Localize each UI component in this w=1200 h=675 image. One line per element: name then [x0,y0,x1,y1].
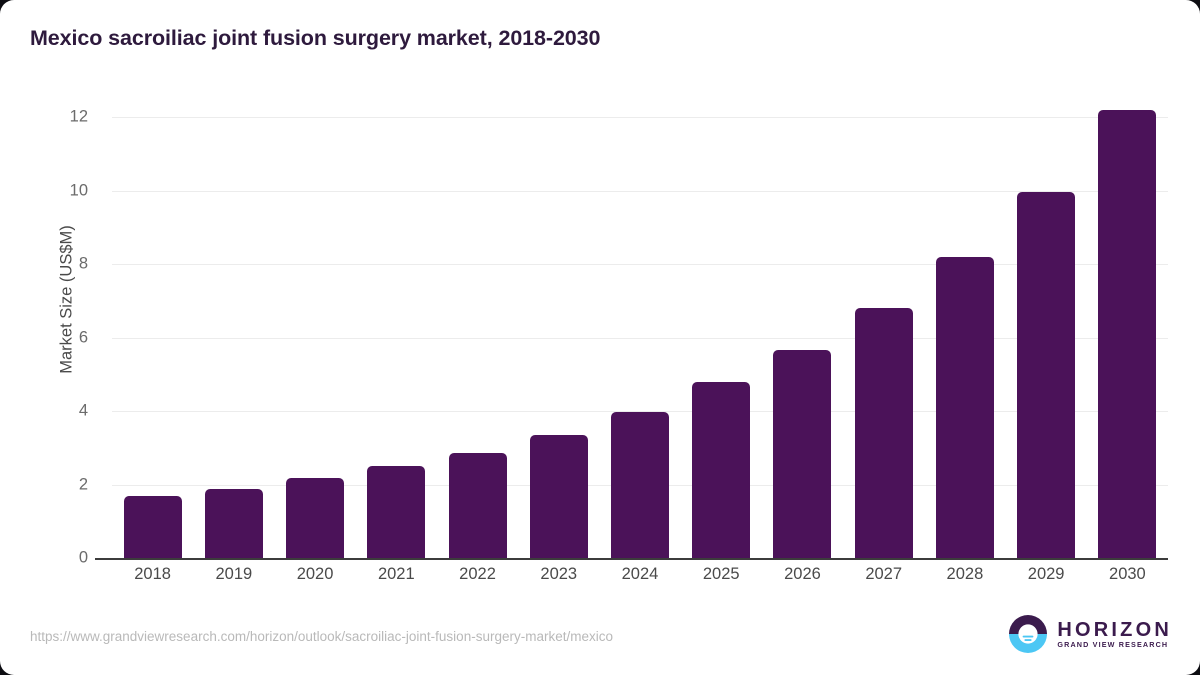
bar-group: 2025 [681,0,762,675]
bar[interactable] [529,434,588,558]
bar-group: 2018 [112,0,193,675]
y-axis-tick-label: 10 [69,181,88,199]
logo-tagline: GRAND VIEW RESEARCH [1057,639,1169,649]
bar-group: 2024 [599,0,680,675]
x-axis-tick-label: 2029 [1027,565,1065,583]
bar[interactable] [854,308,913,558]
x-axis-line [95,558,1168,560]
bar[interactable] [610,412,669,558]
x-axis-tick-label: 2028 [946,565,984,583]
x-axis-tick-label: 2026 [784,565,821,583]
bar[interactable] [1098,110,1157,558]
bar[interactable] [1017,191,1076,558]
x-axis-tick-label: 2024 [621,565,659,583]
x-axis-tick-label: 2021 [377,565,415,583]
bar-group: 2021 [356,0,437,675]
y-axis-tick-label: 8 [78,254,88,273]
bar-group: 2023 [518,0,599,675]
gridline [112,264,1168,265]
bar[interactable] [123,495,182,558]
bar[interactable] [935,257,994,558]
bar[interactable] [692,381,751,558]
bar-group: 2026 [762,0,843,675]
bar[interactable] [286,477,345,558]
page-title: Mexico sacroiliac joint fusion surgery m… [30,26,601,50]
bar-group: 2019 [193,0,274,675]
x-axis-tick-label: 2020 [296,565,334,583]
bars-and-xticks: 2018 2019 2020 2021 2022 2023 2024 2025 2026 2027… [112,0,1168,675]
bar[interactable] [367,466,426,558]
bar-group: 2027 [843,0,924,675]
bar[interactable] [448,452,507,558]
y-axis-tick-label: 2 [78,475,88,493]
horizon-logo: HORIZON GRAND VIEW RESEARCH [1008,614,1172,654]
source-url[interactable]: https://www.grandviewresearch.com/horizo… [30,629,613,644]
bar-group: 2030 [1087,0,1168,675]
gridline [112,117,1168,118]
y-axis-tick-label: 0 [78,548,88,567]
gridline [112,337,1168,339]
horizon-sun-circle-icon [1009,615,1048,653]
x-axis-tick-label: 2023 [540,565,578,583]
x-axis-tick-label: 2025 [702,565,740,583]
bar-group: 2029 [1006,0,1087,675]
logo-wordmark: HORIZON [1057,618,1172,641]
x-axis-tick-label: 2018 [134,565,171,583]
y-axis-tick-label: 12 [69,107,88,126]
y-axis-tick-label: 6 [78,328,88,346]
x-axis-tick-label: 2019 [215,565,253,583]
x-axis-tick-label: 2022 [459,565,496,583]
y-axis-tick-label: 4 [78,401,88,420]
bar-group: 2028 [924,0,1005,675]
gridline [112,411,1168,412]
logo-text: HORIZON GRAND VIEW RESEARCH [1057,618,1172,649]
x-axis-tick-label: 2030 [1109,565,1146,583]
gridline [112,190,1168,192]
bar-group: 2022 [437,0,518,675]
bar[interactable] [204,488,263,558]
bar-group: 2020 [274,0,355,675]
bar[interactable] [773,349,832,558]
x-axis-tick-label: 2027 [865,565,903,583]
